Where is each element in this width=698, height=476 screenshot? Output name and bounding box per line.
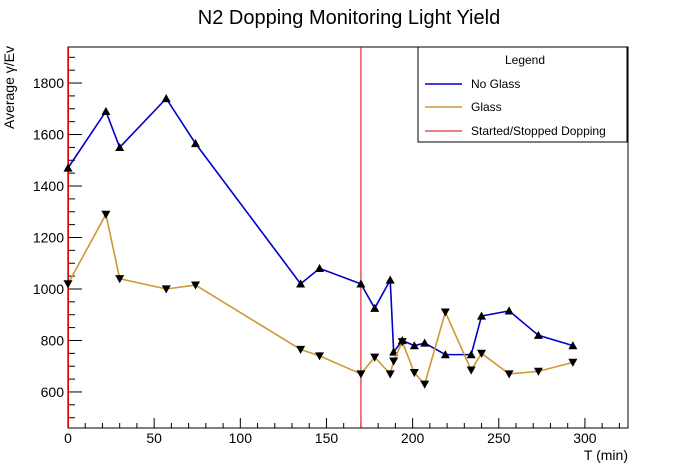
x-tick-label: 200 bbox=[401, 430, 425, 446]
y-tick-label: 1800 bbox=[33, 75, 64, 91]
data-point bbox=[191, 281, 201, 290]
legend-entry: No Glass bbox=[425, 77, 520, 91]
data-point bbox=[115, 142, 125, 151]
series-line bbox=[67, 212, 574, 386]
data-point bbox=[409, 369, 419, 378]
x-tick-label: 150 bbox=[315, 430, 339, 446]
data-point bbox=[101, 106, 111, 115]
x-tick-label: 50 bbox=[146, 430, 162, 446]
y-tick-label: 600 bbox=[41, 384, 65, 400]
y-tick-label: 800 bbox=[41, 332, 65, 348]
data-point bbox=[420, 380, 430, 389]
data-point bbox=[370, 353, 380, 362]
data-point bbox=[101, 210, 111, 219]
legend: Legend No Glass Glass Started/Stopped Dopp… bbox=[417, 46, 628, 143]
data-point bbox=[440, 308, 450, 317]
x-tick-label: 300 bbox=[573, 430, 597, 446]
data-point bbox=[420, 338, 430, 347]
y-axis: 600 800 1000 1200 1400 1600 1800 bbox=[33, 56, 82, 419]
data-point bbox=[533, 367, 543, 376]
series-line bbox=[67, 97, 574, 356]
series-layer bbox=[63, 93, 578, 389]
series-no-glass bbox=[63, 93, 578, 359]
data-point bbox=[356, 279, 366, 288]
data-point bbox=[115, 275, 125, 284]
data-point bbox=[356, 370, 366, 379]
x-tick-label: 0 bbox=[64, 430, 72, 446]
x-axis-label: T (min) bbox=[584, 447, 628, 463]
data-point bbox=[161, 93, 171, 103]
legend-title: Legend bbox=[505, 53, 545, 67]
data-point bbox=[161, 285, 171, 294]
data-point bbox=[63, 280, 73, 289]
legend-label: Glass bbox=[471, 100, 502, 114]
data-point bbox=[370, 303, 380, 312]
x-tick-label: 100 bbox=[229, 430, 253, 446]
data-point bbox=[477, 311, 487, 320]
y-tick-label: 1000 bbox=[33, 281, 64, 297]
data-point bbox=[315, 352, 325, 361]
data-point bbox=[397, 338, 407, 347]
data-point bbox=[389, 357, 399, 366]
data-point bbox=[466, 366, 476, 375]
y-axis-label: Average γ/Ev bbox=[1, 46, 17, 129]
data-point bbox=[296, 345, 306, 354]
data-point bbox=[385, 370, 395, 379]
series-glass bbox=[63, 210, 578, 389]
data-point bbox=[440, 350, 450, 359]
data-point bbox=[466, 350, 476, 359]
doping-markers bbox=[68, 47, 362, 428]
data-point bbox=[409, 341, 419, 350]
y-tick-label: 1400 bbox=[33, 178, 64, 194]
legend-entries: No Glass Glass Started/Stopped Dopping bbox=[425, 77, 606, 138]
data-point bbox=[63, 163, 73, 172]
data-point bbox=[504, 370, 514, 379]
data-point bbox=[296, 279, 306, 288]
legend-entry: Glass bbox=[425, 100, 502, 114]
data-point bbox=[504, 306, 514, 315]
x-axis: 0 50 100 150 200 250 300 bbox=[64, 418, 620, 446]
y-tick-label: 1200 bbox=[33, 230, 64, 246]
legend-box bbox=[417, 46, 628, 143]
data-point bbox=[568, 341, 578, 350]
y-tick-label: 1600 bbox=[33, 127, 64, 143]
data-point bbox=[389, 347, 399, 356]
data-point bbox=[315, 263, 325, 272]
legend-label: No Glass bbox=[471, 77, 520, 91]
data-point bbox=[568, 358, 578, 367]
data-point bbox=[477, 349, 487, 358]
x-tick-label: 250 bbox=[487, 430, 511, 446]
data-point bbox=[191, 139, 201, 148]
legend-label: Started/Stopped Dopping bbox=[471, 124, 606, 138]
chart-title: N2 Dopping Monitoring Light Yield bbox=[198, 7, 500, 29]
data-point bbox=[533, 330, 543, 339]
data-point bbox=[385, 275, 395, 284]
legend-entry: Started/Stopped Dopping bbox=[425, 124, 606, 138]
